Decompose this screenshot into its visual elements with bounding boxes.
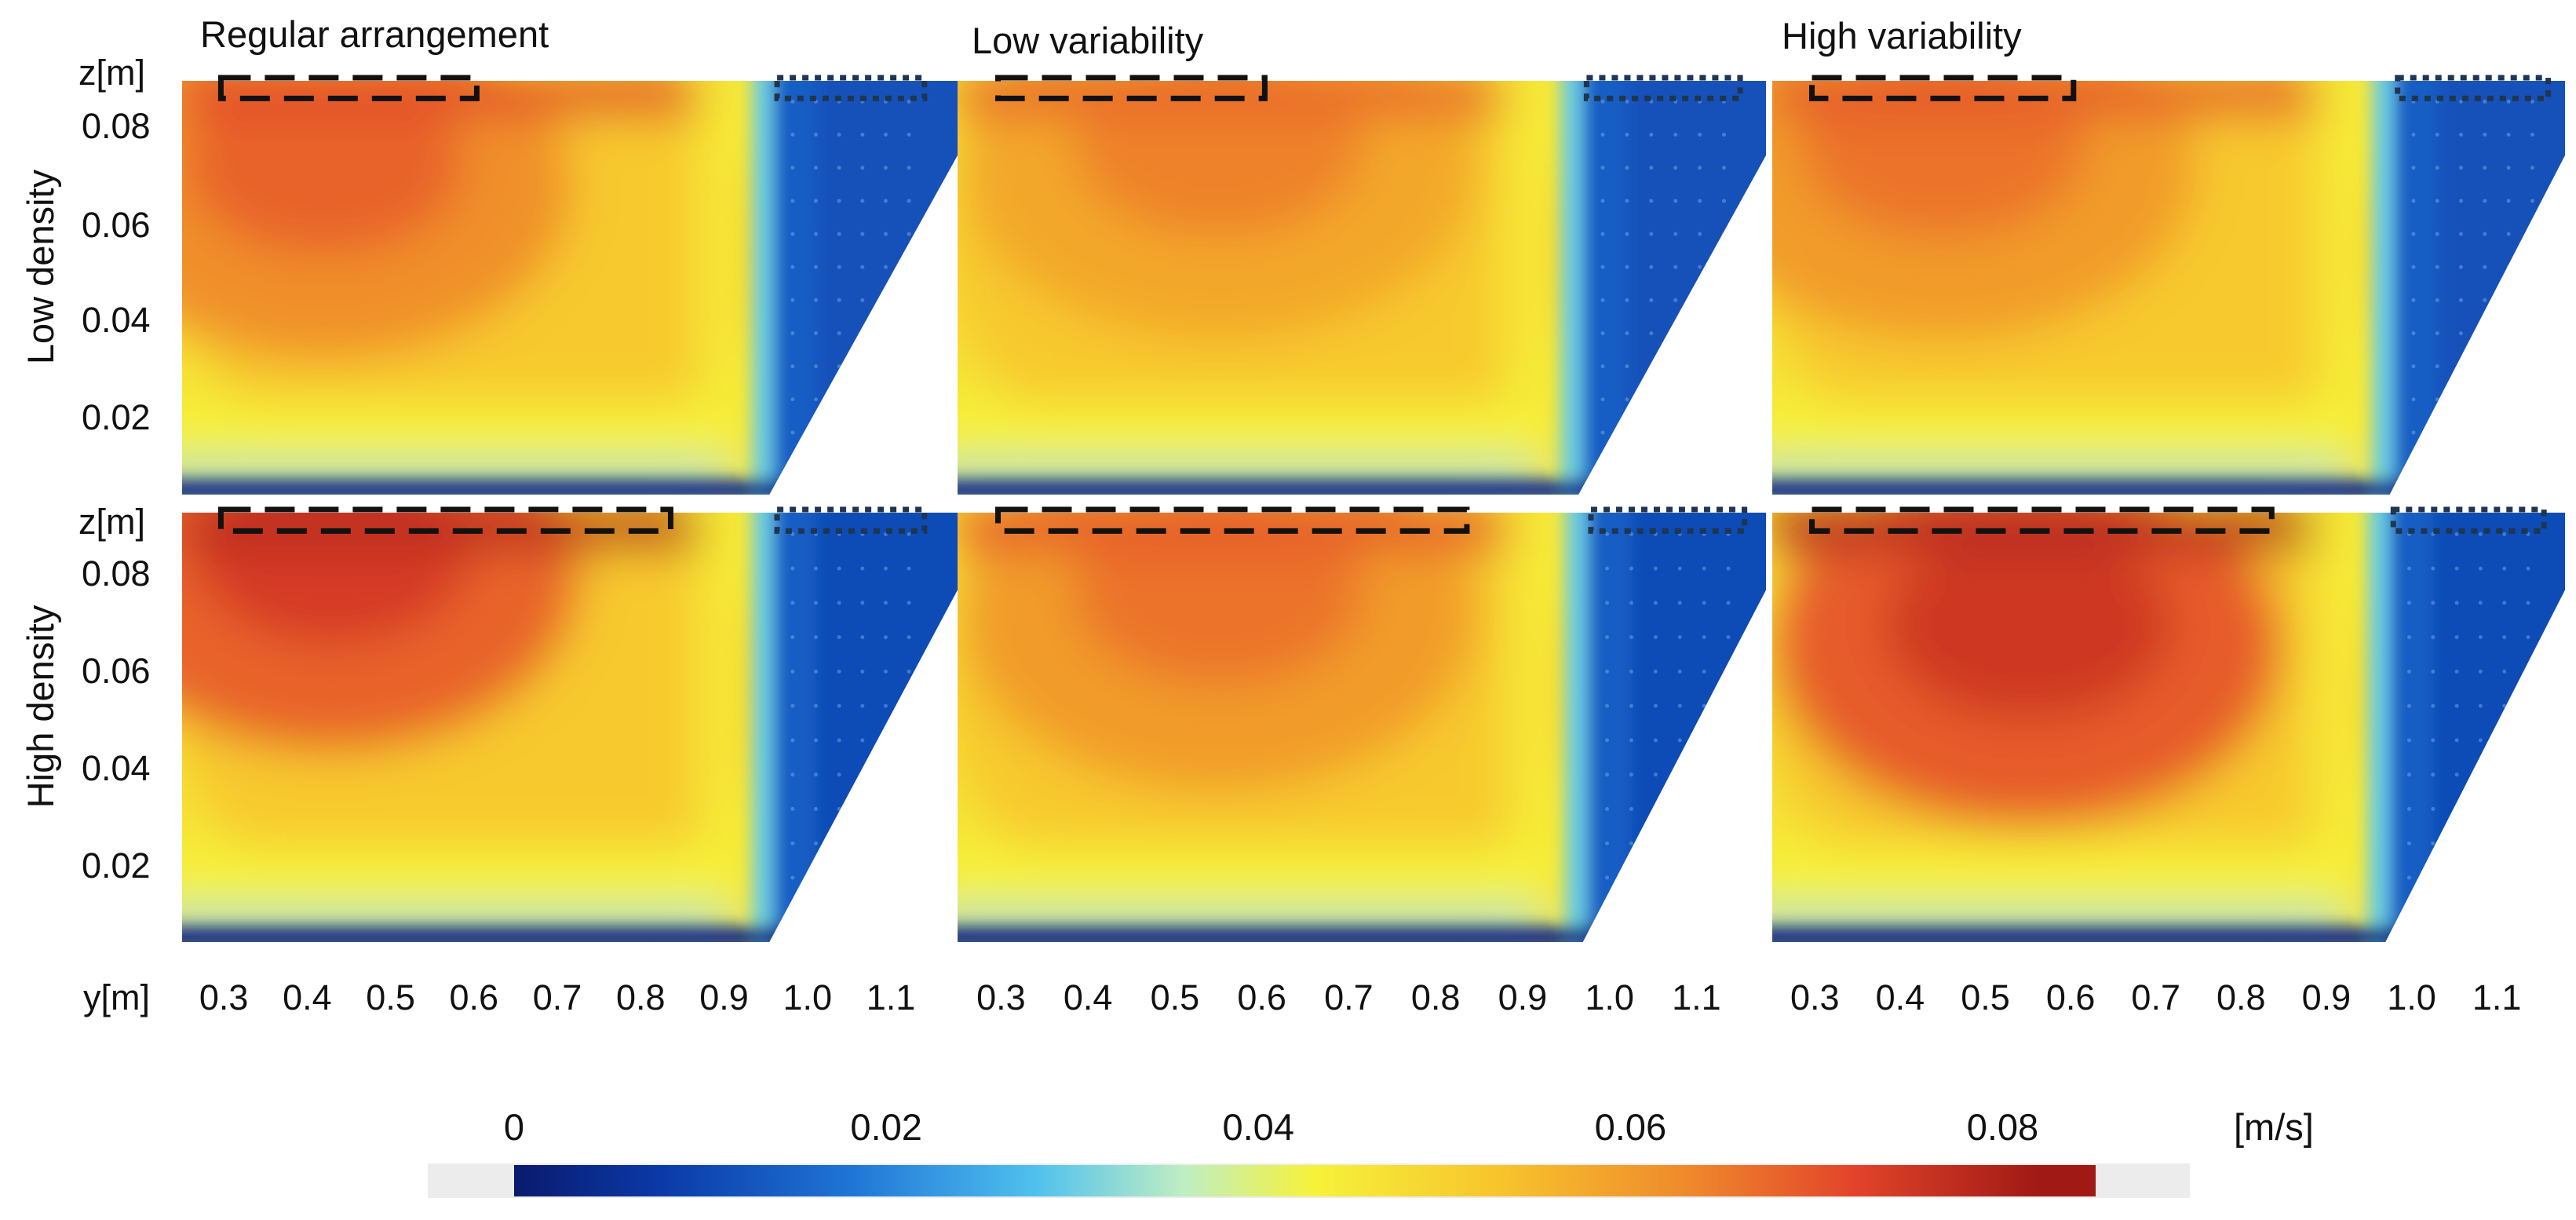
colorbar-tick: 0 [504,1106,524,1148]
y-tick: 0.9 [2302,977,2352,1017]
y-tick: 1.0 [783,977,832,1017]
y-tick: 1.1 [2472,977,2522,1017]
y-tick: 0.5 [1961,977,2010,1017]
y-tick: 0.9 [1498,977,1548,1017]
dotted-region-box [1583,75,1743,101]
dashed-region-box [995,506,1470,534]
dashed-region-box [217,75,480,101]
z-axis-label-row2: z[m] [78,502,145,542]
dashed-region-box [1809,506,2275,534]
y-tick: 0.5 [1151,977,1200,1017]
dotted-region-box [774,75,928,101]
column-title-low-variability: Low variability [972,20,1204,61]
z-tick-row2: 0.08 [82,553,151,594]
y-tick: 0.3 [1790,977,1840,1017]
z-tick-row1: 0.02 [82,397,151,437]
y-tick: 0.5 [366,977,415,1017]
dashed-region-box [217,506,673,534]
colorbar-tick: 0.06 [1595,1106,1666,1148]
z-tick-row2: 0.06 [82,651,151,691]
velocity-field [958,513,1766,942]
colorbar-tick: 0.02 [850,1106,921,1148]
y-tick: 0.4 [1876,977,1925,1017]
panel-high-density-high-var [1772,506,2565,942]
z-tick-row1: 0.08 [82,106,151,146]
panel-low-density-low-var [958,75,1766,495]
y-tick: 0.4 [283,977,332,1017]
y-tick: 0.7 [1324,977,1374,1017]
panel-low-density-high-var [1772,75,2565,495]
colorbar-tick: 0.04 [1222,1106,1293,1148]
y-tick: 0.3 [976,977,1026,1017]
z-tick-row1: 0.04 [82,300,151,340]
panel-high-density-low-var [958,506,1766,942]
y-tick: 0.7 [533,977,582,1017]
dotted-region-box [2395,75,2552,101]
y-tick: 0.8 [2217,977,2266,1017]
y-tick: 0.7 [2131,977,2180,1017]
z-tick-row1: 0.06 [82,205,151,245]
row-title-low-density: Low density [20,169,61,364]
velocity-field [1772,513,2565,942]
dotted-region-box [1588,506,1748,534]
z-axis-label-row1: z[m] [78,53,145,93]
velocity-field [182,81,958,495]
colorbar-gradient [514,1165,2096,1196]
y-tick: 0.6 [450,977,499,1017]
y-tick: 0.9 [699,977,749,1017]
y-tick: 0.4 [1064,977,1113,1017]
y-tick: 1.0 [2387,977,2436,1017]
y-tick: 1.1 [1672,977,1721,1017]
y-tick: 0.8 [1411,977,1461,1017]
colorbar-unit: [m/s] [2234,1106,2314,1148]
colorbar-tick: 0.08 [1967,1106,2038,1148]
colorbar: 0 0.02 0.04 0.06 0.08 [m/s] [428,1106,2314,1198]
column-title-high-variability: High variability [1782,15,2022,57]
panel-low-density-regular [182,75,958,495]
y-tick: 0.8 [616,977,666,1017]
dashed-region-box [1809,75,2077,101]
dotted-region-box [774,506,928,534]
y-tick: 0.3 [199,977,249,1017]
z-tick-row2: 0.02 [82,846,151,886]
z-tick-row2: 0.04 [82,748,151,788]
y-tick: 1.0 [1585,977,1634,1017]
dashed-region-box [995,75,1268,101]
row-title-high-density: High density [20,605,61,808]
y-tick: 0.6 [1237,977,1286,1017]
y-tick: 1.1 [867,977,916,1017]
y-tick: 0.6 [2046,977,2096,1017]
column-title-regular: Regular arrangement [200,13,549,55]
y-axis-label: y[m] [83,977,150,1017]
